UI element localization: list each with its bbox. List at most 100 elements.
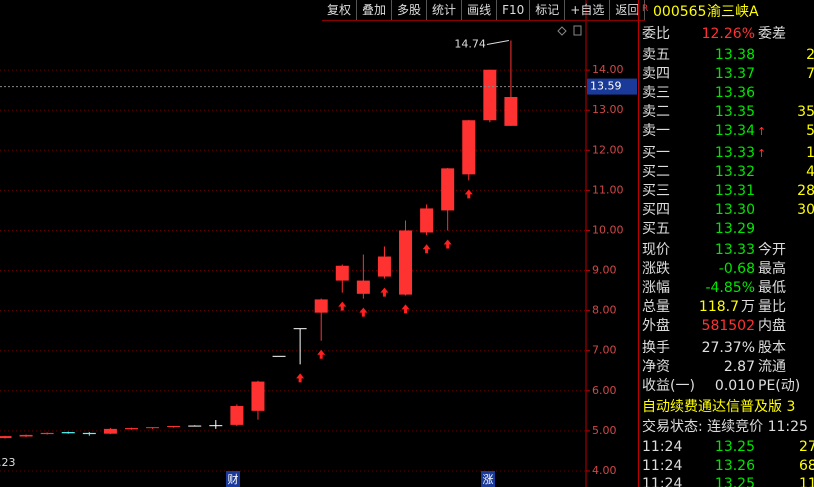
max-pointer [486, 39, 510, 45]
stock-name: 渝三峡A [707, 4, 759, 20]
candle-body [420, 208, 434, 233]
stat-label: 量比 [758, 299, 786, 316]
tick-time: 11:24 [642, 476, 683, 487]
candle-body [272, 355, 286, 357]
event-mark: 涨 [483, 473, 494, 486]
stat-value: 118.7 [698, 299, 739, 316]
book-price: 13.38 [714, 47, 755, 63]
candle-body [335, 265, 349, 281]
book-price: 13.35 [714, 104, 755, 121]
tick-time: 11:24 [642, 457, 683, 474]
book-volume: 7 [806, 65, 814, 84]
candle-body [61, 432, 75, 434]
toolbar-button[interactable]: 多股 [392, 0, 428, 20]
trade-status: 交易状态: 连续竞价 11:25 [642, 419, 808, 435]
book-volume: 35 [797, 104, 814, 121]
candle-body [124, 428, 138, 430]
book-label: 买三 [642, 182, 670, 199]
signal-arrow [296, 373, 305, 383]
book-label: 卖一 [642, 123, 670, 140]
badge: R [642, 4, 649, 14]
stat-label: 收益(一) [642, 377, 695, 394]
stat-value: -4.85% [705, 280, 755, 297]
toolbar-button[interactable]: +自选 [565, 0, 611, 20]
signal-arrow [464, 189, 473, 199]
book-volume: 2 [806, 46, 814, 65]
stat-label: 外盘 [642, 318, 670, 335]
max-label: 14.74 [454, 37, 486, 50]
stat-label: PE(动) [758, 377, 801, 394]
toolbar-button[interactable]: 统计 [427, 0, 463, 20]
book-label: 卖三 [642, 85, 670, 102]
book-label: 买五 [642, 220, 670, 237]
book-label: 卖五 [642, 47, 670, 63]
book-label: 卖四 [642, 66, 670, 83]
toolbar-button[interactable]: 画线 [462, 0, 498, 20]
signal-arrow [422, 244, 431, 254]
y-tick-label: 10.00 [592, 223, 624, 236]
cursor-label: 13.59 [590, 80, 622, 93]
book-volume: 28 [797, 182, 814, 199]
candle-body [188, 425, 202, 427]
signal-arrow [380, 287, 389, 297]
candle-body [167, 425, 181, 427]
chart: 4.00 5.00 6.00 7.00 8.00 9.00 10.00 11.00 12.00 1… [0, 0, 637, 487]
signal-arrow [317, 349, 326, 359]
stat-value: 581502 [701, 318, 755, 335]
y-tick-label: 8.00 [592, 304, 617, 317]
tick-price: 13.25 [714, 439, 755, 455]
signal-arrow [338, 301, 347, 311]
book-label: 买二 [642, 163, 670, 180]
candle-body [103, 428, 117, 434]
ad-banner: 自动续费通达信普及版 3 [642, 399, 796, 415]
tick-time: 11:24 [642, 439, 683, 455]
candle-body [293, 328, 307, 330]
signal-arrow [359, 307, 368, 317]
book-label: 卖二 [642, 104, 670, 121]
candle-body [146, 427, 160, 429]
candle-body [462, 120, 476, 175]
tick-volume: 27 [799, 439, 814, 455]
toolbar-button[interactable]: 返回 [610, 0, 646, 20]
candle-body [314, 299, 328, 313]
event-box [226, 471, 240, 487]
stat-value: 27.37% [701, 339, 755, 356]
stat-label: 最高 [758, 261, 786, 278]
candle-body [82, 432, 96, 435]
stat-label: 流通 [758, 358, 786, 375]
toolbar-button[interactable]: F10 [497, 0, 531, 20]
cursor-box [587, 78, 637, 95]
stat-value: 2.87 [723, 358, 755, 375]
stat-value: -0.68 [718, 261, 755, 278]
book-label: 买四 [642, 201, 670, 218]
candle-body [399, 230, 413, 295]
event-mark: 财 [228, 472, 239, 486]
tick-price: 13.26 [714, 457, 755, 474]
tick-price: 13.25 [714, 476, 755, 487]
stat-label: 换手 [642, 339, 670, 356]
toolbar-button[interactable]: 复权 [322, 0, 358, 20]
book-price: 13.29 [714, 220, 755, 237]
stat-label: 总量 [642, 299, 670, 316]
stat-unit: 万 [741, 299, 755, 316]
icon [573, 25, 582, 36]
label: 委比 [642, 26, 670, 42]
book-label: 买一 [642, 144, 670, 161]
y-tick-label: 4.00 [592, 464, 617, 477]
stat-label: 最低 [758, 280, 786, 297]
signal-arrow [401, 304, 410, 314]
tick-volume: 119 [799, 476, 814, 487]
toolbar-button[interactable]: 标记 [530, 0, 566, 20]
stat-label: 涨跌 [642, 261, 670, 278]
tick-volume: 68 [799, 457, 814, 474]
candle-body [377, 256, 391, 277]
candle-body [356, 280, 370, 294]
toolbar-button[interactable]: 叠加 [357, 0, 393, 20]
y-tick-label: 12.00 [592, 143, 624, 156]
value: 12.26% [701, 26, 755, 42]
y-tick-label: 5.00 [592, 424, 617, 437]
book-price: 13.32 [714, 163, 755, 180]
signal-arrow [443, 239, 452, 249]
